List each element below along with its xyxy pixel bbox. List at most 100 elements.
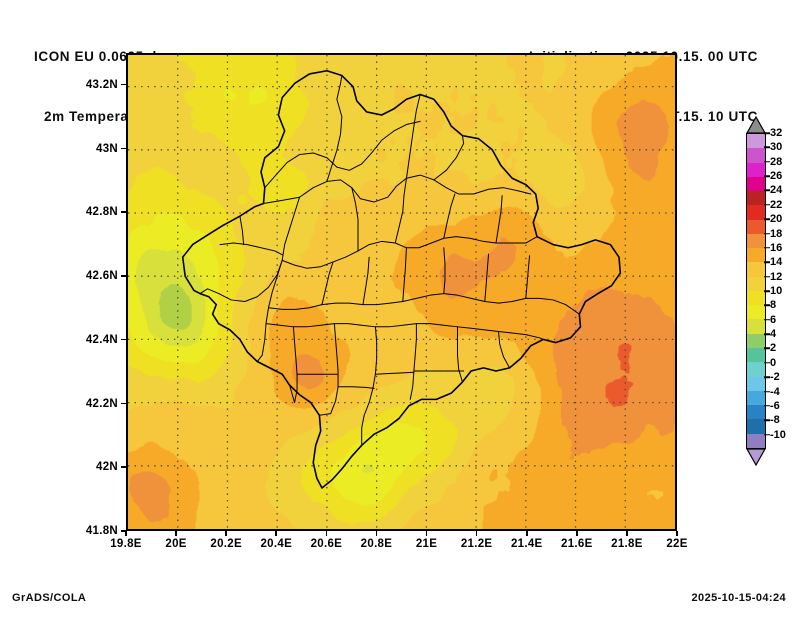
y-axis-tick-label: 42.4N: [85, 333, 118, 346]
y-axis-tick-label: 41.8N: [85, 525, 118, 537]
x-axis-tick-label: 21E: [415, 538, 438, 550]
y-axis-tick: [121, 338, 126, 341]
colorbar-tick: [764, 261, 770, 264]
x-axis-tick: [175, 531, 177, 536]
colorbar-band: [747, 233, 765, 249]
colorbar-tick: [764, 132, 770, 134]
x-axis-tick: [425, 531, 428, 536]
x-axis-tick-label: 20.8E: [360, 538, 393, 550]
colorbar-tick-labels: 32 30 28 26 24 22 20 18 16 14 12 10 8 6 4 2 0 -2 -4 -6 -8 -10: [764, 127, 800, 449]
colorbar-tick: [764, 318, 770, 321]
colorbar-tick: [764, 175, 770, 177]
colorbar-tick-label: 16: [770, 241, 783, 254]
y-axis-tick: [121, 83, 126, 86]
x-axis-tick: [676, 531, 678, 536]
colorbar-tick-label: 14: [770, 256, 783, 269]
colorbar-band: [747, 276, 765, 291]
y-axis-tick-label: 43.2N: [85, 78, 118, 91]
colorbar-tick-label: -4: [770, 385, 780, 398]
x-axis-tick: [626, 531, 628, 536]
x-axis-tick: [225, 531, 227, 536]
colorbar-band: [747, 333, 765, 348]
x-axis-tick-label: 21.2E: [460, 538, 493, 550]
x-axis-tick: [375, 531, 378, 536]
colorbar-band: [747, 390, 765, 406]
map-plot-area[interactable]: [126, 53, 677, 531]
colorbar-band: [747, 219, 765, 234]
colorbar-tick-label: -10: [770, 428, 786, 441]
colorbar-band: [747, 347, 765, 363]
colorbar-band: [747, 176, 765, 192]
y-axis-tick: [121, 530, 126, 532]
x-axis-tick-label: 21.8E: [611, 538, 643, 550]
y-axis-tick: [121, 466, 126, 468]
colorbar-under-arrow-icon: [746, 448, 766, 466]
y-axis-tick-label: 42.6N: [85, 270, 118, 283]
x-axis-tick: [325, 531, 328, 536]
x-axis-tick-label: 21.6E: [561, 538, 593, 550]
colorbar-tick: [764, 189, 770, 192]
colorbar-tick-label: 32: [770, 127, 783, 139]
colorbar-band: [747, 148, 765, 163]
x-axis-tick: [525, 531, 528, 536]
colorbar-tick: [764, 218, 770, 220]
colorbar-tick: [764, 419, 770, 422]
colorbar-tick-label: 2: [770, 342, 777, 355]
colorbar-band: [747, 134, 765, 149]
y-axis-tick: [121, 275, 126, 277]
colorbar-band: [747, 376, 765, 391]
colorbar-tick-label: -2: [770, 371, 780, 384]
colorbar-tick: [764, 347, 770, 350]
colorbar-tick-label: 6: [770, 313, 777, 326]
colorbar-band: [747, 419, 765, 434]
y-axis-tick-label: 42.2N: [85, 397, 118, 410]
colorbar-tick: [764, 362, 770, 364]
colorbar-tick: [764, 433, 770, 436]
colorbar-tick-label: -6: [770, 399, 780, 412]
colorbar-tick: [764, 376, 770, 378]
temperature-colorbar[interactable]: [746, 133, 766, 449]
colorbar-tick: [764, 304, 770, 307]
y-axis-tick: [121, 402, 126, 405]
colorbar-tick: [764, 290, 770, 292]
x-axis-tick: [475, 531, 478, 536]
y-axis-tick-label: 42N: [96, 461, 118, 474]
colorbar-tick-label: 8: [770, 299, 777, 312]
colorbar-band: [747, 248, 765, 263]
colorbar-band: [747, 362, 765, 377]
y-axis-tick: [121, 211, 126, 213]
colorbar-tick-label: 30: [770, 141, 783, 154]
colorbar-band: [747, 162, 765, 177]
colorbar-tick: [764, 405, 770, 407]
x-axis-tick: [125, 531, 127, 536]
x-axis-tick: [275, 531, 278, 536]
colorbar-tick: [764, 160, 770, 163]
colorbar-tick: [764, 333, 770, 335]
colorbar-tick-label: 0: [770, 356, 777, 369]
colorbar-tick-label: 20: [770, 213, 783, 226]
colorbar-band: [747, 305, 765, 320]
colorbar-tick-label: 10: [770, 285, 783, 297]
x-axis-tick-label: 22E: [666, 538, 688, 550]
x-axis-tick-label: 20.6E: [310, 538, 343, 550]
colorbar-tick: [764, 204, 770, 206]
colorbar-band: [747, 405, 765, 420]
x-axis-tick-label: 21.4E: [510, 538, 543, 550]
colorbar-tick: [764, 390, 770, 393]
y-axis-tick: [121, 147, 126, 150]
y-axis-tick-label: 43N: [96, 142, 118, 155]
temperature-field-raster: [128, 55, 675, 529]
x-axis-tick-label: 20.2E: [210, 538, 242, 550]
x-axis-tick-label: 20.4E: [260, 538, 293, 550]
colorbar-tick: [764, 275, 770, 278]
colorbar-tick-label: 22: [770, 198, 783, 211]
colorbar-band: [747, 319, 765, 334]
colorbar-tick-label: 28: [770, 155, 783, 168]
render-timestamp: 2025-10-15-04:24: [691, 592, 786, 604]
colorbar-band: [747, 191, 765, 206]
colorbar-tick-label: 12: [770, 270, 783, 283]
colorbar-tick-label: 18: [770, 227, 783, 240]
colorbar-band: [747, 262, 765, 277]
colorbar-tick: [764, 146, 770, 149]
x-axis-tick-label: 20E: [165, 538, 187, 550]
